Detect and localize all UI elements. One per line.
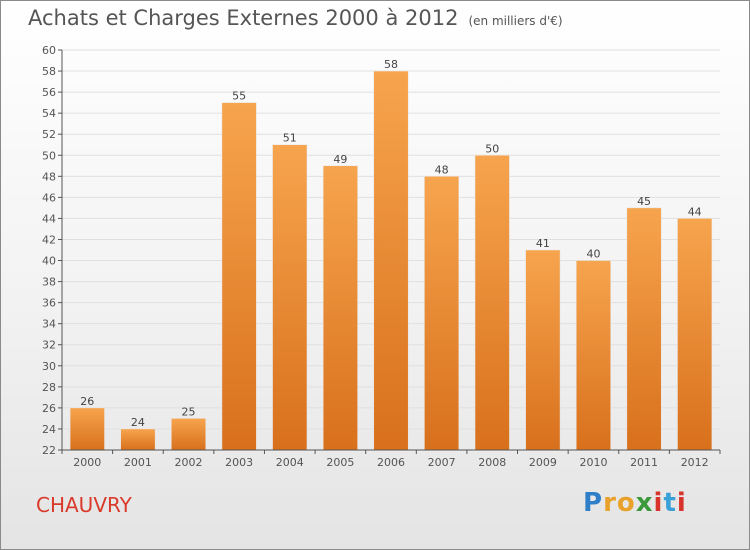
y-tick-label: 44 <box>42 212 56 225</box>
y-tick-label: 56 <box>42 86 56 99</box>
y-tick-label: 32 <box>42 339 56 352</box>
x-tick-label: 2007 <box>428 456 456 469</box>
y-tick-label: 54 <box>42 107 56 120</box>
data-label: 58 <box>384 58 398 71</box>
bar <box>576 260 611 451</box>
logo-letter: i <box>676 488 687 518</box>
bars <box>69 70 713 451</box>
bar <box>474 155 510 451</box>
y-tick-label: 36 <box>42 297 56 310</box>
bar <box>322 165 358 451</box>
bar <box>120 428 156 451</box>
logo-letter: x <box>635 488 654 518</box>
data-label: 25 <box>182 405 196 418</box>
data-label: 50 <box>485 142 499 155</box>
proxiti-logo: Proxiti <box>583 488 687 518</box>
y-tick-label: 28 <box>42 381 56 394</box>
bar <box>69 407 105 451</box>
logo-letter: o <box>616 488 636 518</box>
y-tick-label: 60 <box>42 44 56 57</box>
y-tick-label: 34 <box>42 318 56 331</box>
labels: 22 24 26 28 30 32 34 36 38 40 42 44 46 48 50 52 54 56 58 60… <box>42 44 709 469</box>
bar <box>272 144 308 451</box>
y-tick-label: 30 <box>42 360 56 373</box>
y-tick-label: 50 <box>42 149 56 162</box>
data-label: 24 <box>131 416 145 429</box>
data-label: 41 <box>536 237 550 250</box>
logo-letter: i <box>653 488 664 518</box>
y-tick-label: 46 <box>42 191 56 204</box>
logo-letter: t <box>663 488 677 518</box>
y-tick-label: 52 <box>42 128 56 141</box>
x-tick-label: 2008 <box>478 456 506 469</box>
data-label: 26 <box>80 395 94 408</box>
logo-letter: P <box>583 488 604 518</box>
bar <box>525 249 561 451</box>
x-tick-label: 2004 <box>276 456 304 469</box>
bar <box>424 176 460 451</box>
bar <box>373 70 409 451</box>
data-label: 48 <box>435 163 449 176</box>
y-tick-label: 48 <box>42 170 56 183</box>
x-tick-label: 2009 <box>529 456 557 469</box>
data-label: 45 <box>637 195 651 208</box>
x-tick-label: 2002 <box>175 456 203 469</box>
axes <box>58 49 721 454</box>
bar <box>221 102 257 451</box>
x-tick-label: 2011 <box>630 456 658 469</box>
x-tick-label: 2005 <box>326 456 354 469</box>
data-label: 44 <box>688 205 702 218</box>
y-tick-label: 40 <box>42 255 56 268</box>
data-label: 51 <box>283 132 297 145</box>
bar <box>626 207 662 451</box>
y-tick-label: 22 <box>42 444 56 457</box>
chart-unit-note: (en milliers d'€) <box>468 14 563 28</box>
bar <box>171 418 206 451</box>
logo-letter: r <box>603 488 617 518</box>
x-tick-label: 2000 <box>73 456 101 469</box>
x-tick-label: 2003 <box>225 456 253 469</box>
data-label: 49 <box>333 153 347 166</box>
y-tick-label: 24 <box>42 423 56 436</box>
y-tick-label: 42 <box>42 233 56 246</box>
y-tick-label: 58 <box>42 65 56 78</box>
data-label: 55 <box>232 90 246 103</box>
bar <box>677 218 713 451</box>
x-tick-label: 2012 <box>681 456 709 469</box>
chart-title-text: Achats et Charges Externes 2000 à 2012 <box>28 6 459 30</box>
chart-title: Achats et Charges Externes 2000 à 2012 (e… <box>28 6 563 30</box>
y-tick-label: 26 <box>42 402 56 415</box>
x-tick-label: 2001 <box>124 456 152 469</box>
x-tick-label: 2010 <box>579 456 607 469</box>
y-tick-label: 38 <box>42 276 56 289</box>
commune-name: CHAUVRY <box>36 493 132 517</box>
data-label: 40 <box>586 248 600 261</box>
x-tick-label: 2006 <box>377 456 405 469</box>
